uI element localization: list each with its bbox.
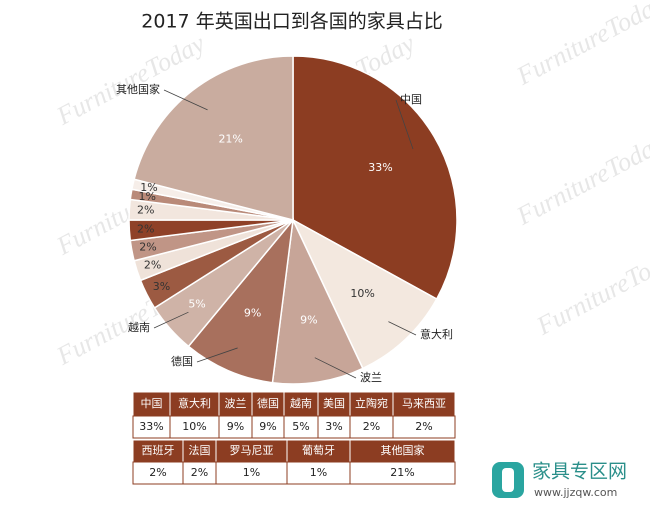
table-header-cell (169, 391, 220, 417)
table-value-cell (349, 461, 456, 485)
table-value-text: 9% (227, 420, 244, 433)
table-value-text: 9% (259, 420, 276, 433)
slice-label: 5% (188, 298, 205, 311)
slice-label: 3% (153, 280, 170, 293)
leader-line (388, 321, 417, 336)
slice-label: 2% (137, 222, 154, 235)
table-header-text: 越南 (290, 396, 312, 410)
logo-url: www.jjzqw.com (534, 486, 617, 499)
watermark: FurnitureToday (511, 128, 650, 231)
table-header-text: 中国 (141, 397, 163, 410)
slice-label: 2% (144, 259, 161, 272)
table-header-cell (218, 391, 253, 417)
slice-label: 9% (300, 313, 317, 326)
table-header-cell (132, 391, 171, 417)
table-header-text: 立陶宛 (355, 396, 388, 410)
leader-line (196, 347, 238, 363)
table-header-cell (283, 391, 319, 417)
slice-label: 2% (139, 241, 156, 254)
logo-icon-inner (502, 468, 514, 492)
leader-line (395, 99, 414, 150)
category-label: 波兰 (360, 371, 382, 384)
table-header-text: 马来西亚 (402, 397, 446, 410)
table-value-text: 2% (191, 466, 208, 479)
category-label: 意大利 (420, 327, 453, 341)
table-header-cell (349, 391, 394, 417)
slice-label: 33% (368, 161, 392, 174)
table-value-text: 2% (415, 420, 432, 433)
table-value-text: 2% (363, 420, 380, 433)
chart-title: 2017 年英国出口到各国的家具占比 (141, 11, 442, 33)
slice-label: 10% (350, 287, 374, 300)
table-header-text: 意大利 (178, 396, 211, 410)
watermark: FurnitureToday (531, 238, 650, 341)
table-header-text: 德国 (257, 396, 279, 410)
table-value-text: 1% (310, 466, 327, 479)
pie-slice (187, 217, 295, 384)
category-label: 越南 (128, 320, 150, 334)
table-header-text: 葡萄牙 (302, 444, 335, 457)
category-label: 中国 (400, 93, 422, 106)
table-header-text: 美国 (323, 397, 345, 410)
table-header-text: 法国 (189, 443, 211, 457)
leader-line (314, 357, 357, 379)
table-value-text: 33% (139, 420, 163, 433)
table-header-cell (392, 391, 456, 417)
table-header-text: 西班牙 (142, 444, 175, 457)
leader-line (163, 89, 208, 111)
table-value-text: 1% (243, 466, 260, 479)
table-header-text: 其他国家 (381, 443, 425, 457)
slice-label: 9% (244, 306, 261, 319)
table-header-text: 波兰 (225, 397, 247, 410)
leader-line (153, 311, 189, 329)
table-value-text: 3% (325, 420, 342, 433)
table-header-text: 罗马尼亚 (230, 444, 274, 457)
table-value-text: 10% (182, 420, 206, 433)
table-value-cell (392, 415, 456, 439)
logo-name: 家具专区网 (532, 461, 627, 483)
slice-label: 2% (137, 204, 154, 217)
table-value-text: 21% (390, 466, 414, 479)
table-value-text: 5% (292, 420, 309, 433)
pie-slice (291, 218, 438, 370)
category-label: 其他国家 (116, 82, 160, 96)
pie-slice (271, 217, 364, 385)
pie-slice (292, 55, 458, 301)
slice-label: 1% (138, 190, 155, 203)
slice-label: 1% (140, 181, 157, 194)
watermark: FurnitureToday (511, 0, 650, 91)
pie-slice (133, 55, 294, 221)
logo: 家具专区网 www.jjzqw.com (492, 461, 627, 499)
table-value-text: 2% (149, 466, 166, 479)
slice-label: 21% (218, 133, 242, 146)
category-label: 德国 (171, 354, 193, 368)
